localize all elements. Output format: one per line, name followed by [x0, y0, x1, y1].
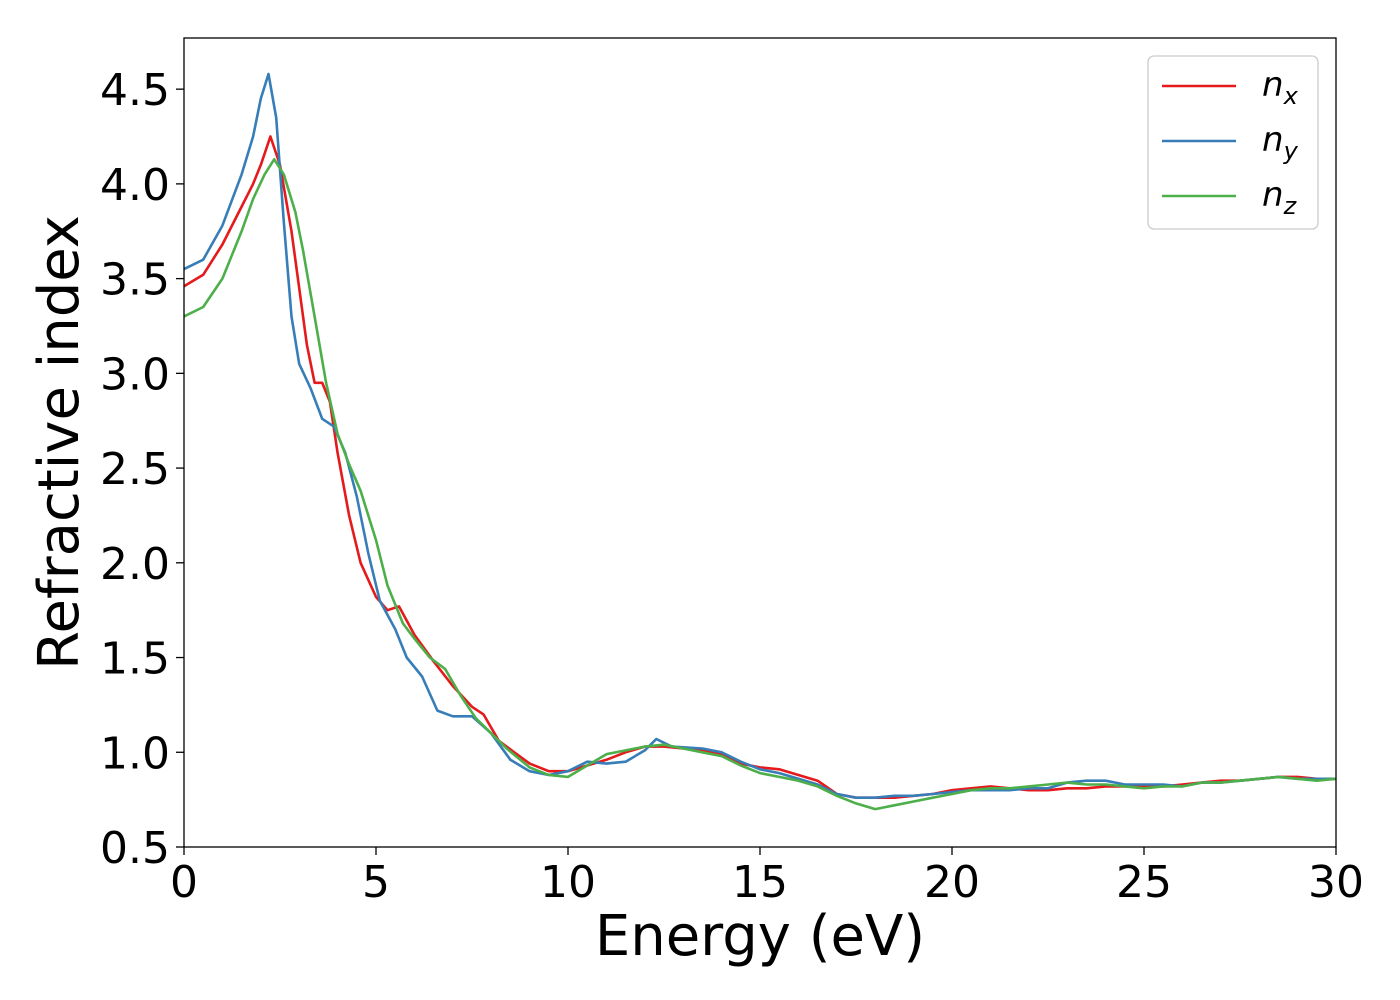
y-tick-label: 1.5	[100, 634, 170, 685]
y-tick-label: 1.0	[100, 728, 170, 779]
y-tick-label: 4.5	[100, 65, 170, 116]
x-tick-label: 30	[1308, 857, 1364, 908]
y-tick-label: 4.0	[100, 160, 170, 211]
x-tick-label: 15	[732, 857, 788, 908]
x-tick-label: 25	[1116, 857, 1172, 908]
x-tick-label: 20	[924, 857, 980, 908]
legend-label-x: nx	[1262, 65, 1299, 110]
legend-label-z: nz	[1262, 175, 1298, 220]
y-tick-label: 2.5	[100, 444, 170, 495]
legend-label-y: ny	[1262, 120, 1299, 165]
y-tick-label: 2.0	[100, 539, 170, 590]
y-axis-label: Refractive index	[27, 215, 92, 670]
series-layer	[184, 72, 1336, 811]
y-tick-label: 0.5	[100, 823, 170, 874]
x-axis-label: Energy (eV)	[595, 904, 925, 969]
x-tick-label: 5	[362, 857, 390, 908]
legend: nx ny nz	[1147, 55, 1319, 230]
y-tick-label: 3.0	[100, 349, 170, 400]
y-tick-label: 3.5	[100, 255, 170, 306]
y-axis-ticks: 0.5 1.0 1.5 2.0 2.5 3.0 3.5 4.0 4.5	[100, 65, 184, 874]
x-tick-label: 10	[540, 857, 596, 908]
x-tick-label: 0	[170, 857, 198, 908]
x-axis-ticks: 0 5 10 15 20 25 30	[170, 847, 1364, 908]
legend-box	[1147, 55, 1319, 230]
series-line-z	[184, 158, 1336, 811]
